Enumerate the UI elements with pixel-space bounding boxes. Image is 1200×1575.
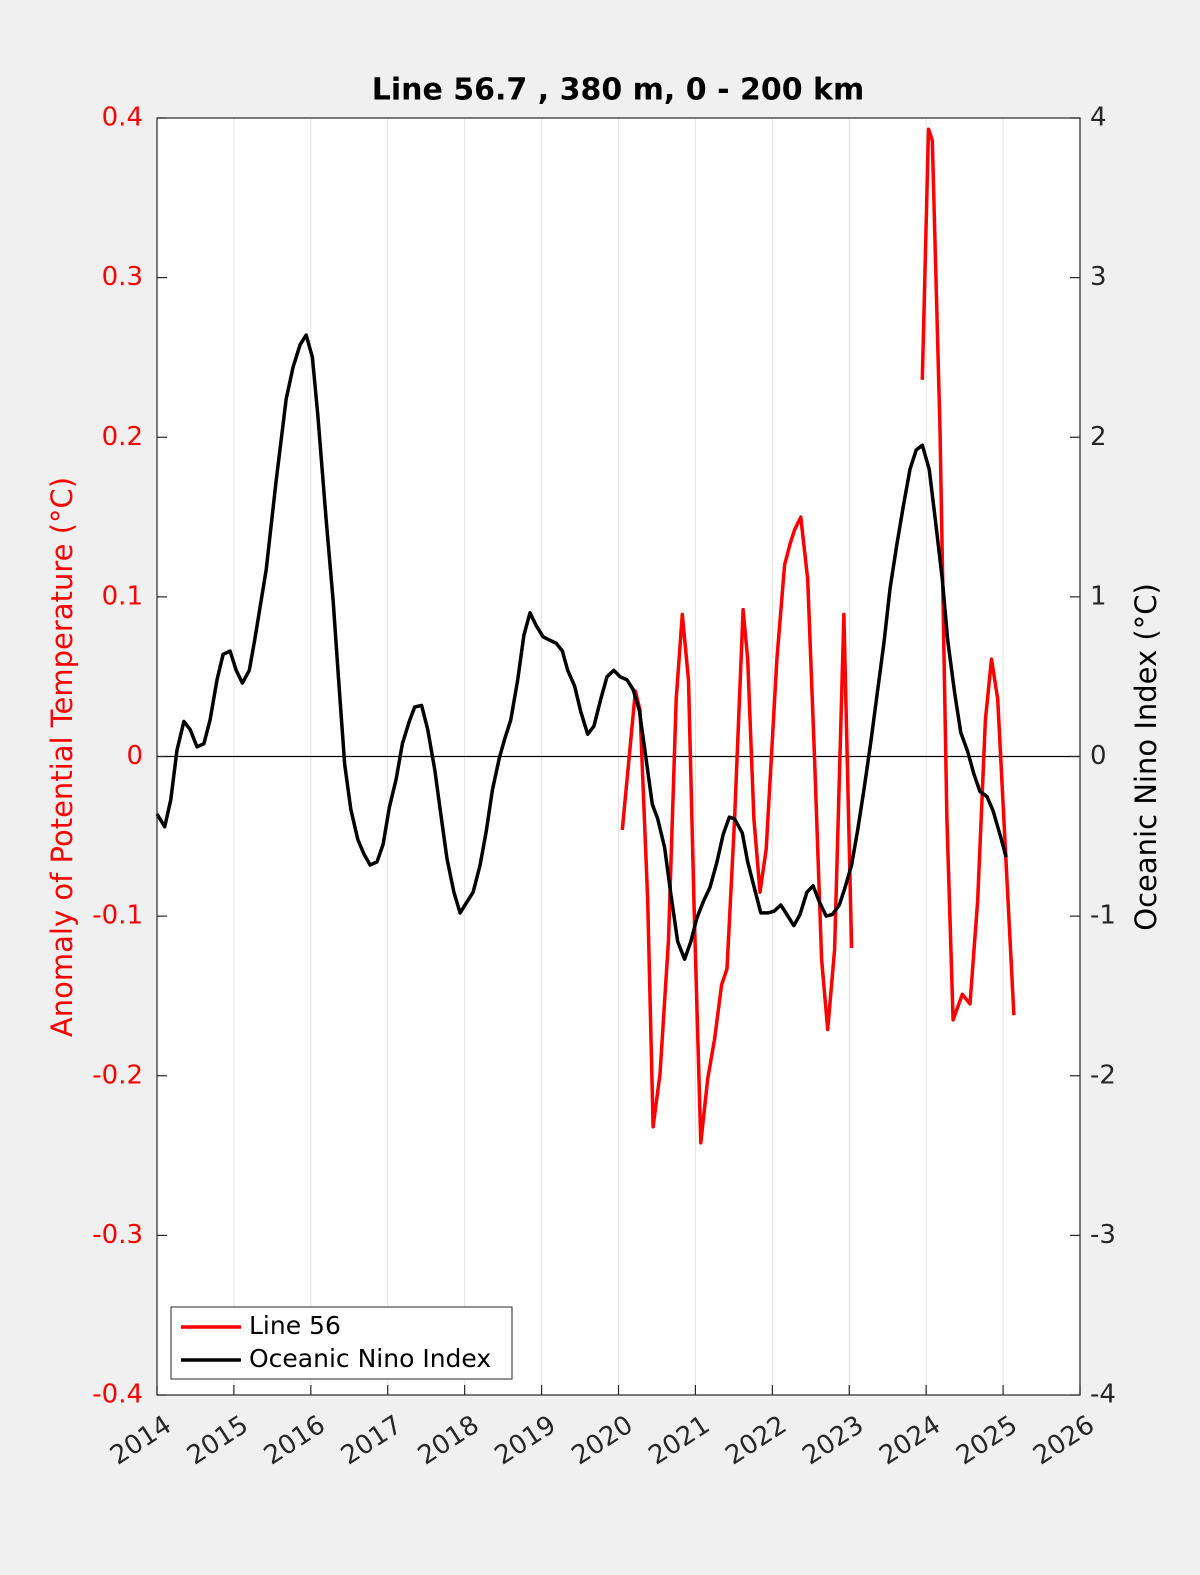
- x-tick-label: 2018: [413, 1410, 485, 1471]
- x-tick-label: 2016: [259, 1410, 331, 1471]
- y-tick-label: -0.1: [92, 901, 143, 931]
- lines: [155, 127, 1016, 1145]
- x-tick-label: 2026: [1028, 1410, 1100, 1471]
- chart-title: Line 56.7 , 380 m, 0 - 200 km: [372, 73, 865, 108]
- y2-tick-label: -3: [1090, 1220, 1116, 1250]
- legend: Line 56 Oceanic Nino Index: [170, 1306, 513, 1380]
- y-tick-label: -0.4: [92, 1380, 143, 1410]
- x-tick-label: 2022: [720, 1410, 792, 1471]
- legend-box: [170, 1306, 513, 1380]
- y2-tick-label: -1: [1090, 901, 1116, 931]
- y-tick-label: 0: [126, 741, 143, 771]
- grid: [156, 118, 1081, 1395]
- x-tick-label: 2025: [951, 1410, 1023, 1471]
- series-line: [155, 333, 1008, 961]
- y-tick-label: 0.4: [102, 103, 143, 133]
- y-axis-label: Anomaly of Potential Temperature (°C): [45, 477, 79, 1037]
- x-tick-label: 2021: [643, 1410, 715, 1471]
- y2-tick-label: 1: [1090, 581, 1107, 611]
- x-tick-label: 2014: [105, 1410, 177, 1471]
- legend-label: Line 56: [249, 1311, 341, 1340]
- x-tick-label: 2017: [336, 1410, 408, 1471]
- y2-axis-label: Oceanic Nino Index (°C): [1129, 583, 1163, 931]
- x-tick-label: 2024: [874, 1410, 946, 1471]
- y2-tick-label: 3: [1090, 262, 1107, 292]
- x-tick-label: 2020: [567, 1410, 639, 1471]
- series-line: [620, 127, 1016, 1145]
- y-tick-label: -0.3: [92, 1220, 143, 1250]
- x-tick-label: 2019: [490, 1410, 562, 1471]
- x-tick-label: 2015: [182, 1410, 254, 1471]
- y2-tick-label: 4: [1090, 103, 1107, 133]
- y-tick-label: 0.1: [102, 581, 143, 611]
- y2-tick-label: -2: [1090, 1060, 1116, 1090]
- x-tick-label: 2023: [797, 1410, 869, 1471]
- legend-label: Oceanic Nino Index: [249, 1344, 491, 1373]
- y-tick-label: 0.3: [102, 262, 143, 292]
- y2-tick-label: -4: [1090, 1380, 1116, 1410]
- y2-tick-label: 2: [1090, 422, 1107, 452]
- y-tick-label: -0.2: [92, 1060, 143, 1090]
- y-tick-label: 0.2: [102, 422, 143, 452]
- y2-tick-label: 0: [1090, 741, 1107, 771]
